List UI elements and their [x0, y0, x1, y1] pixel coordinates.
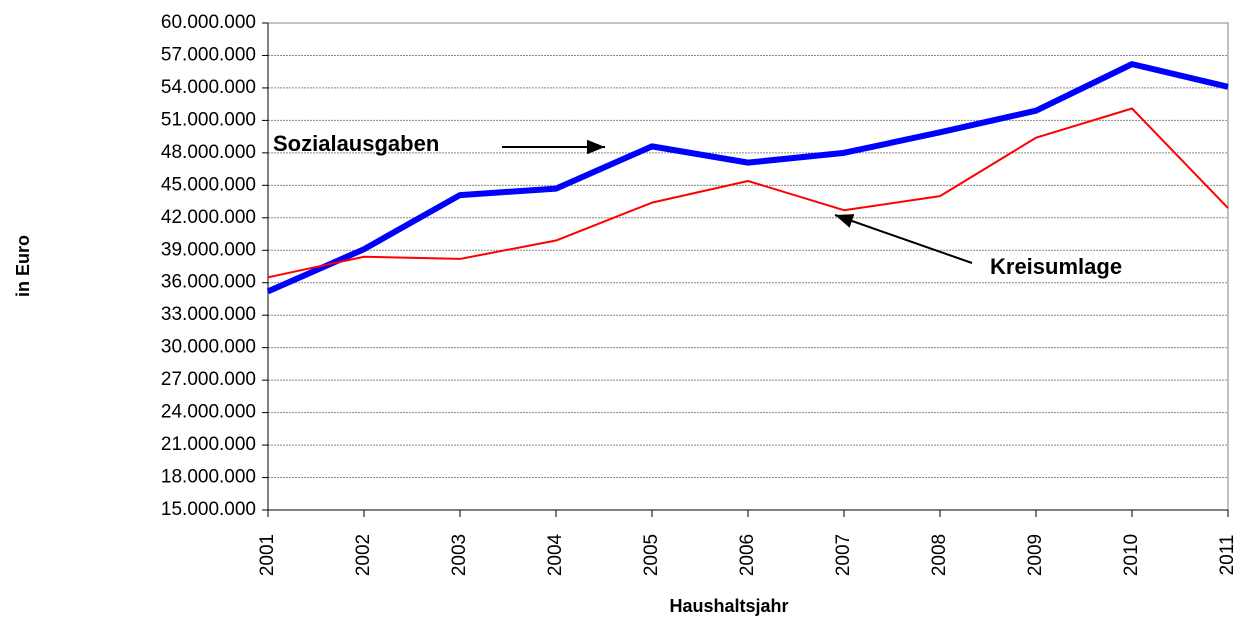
y-tick-label: 60.000.000 — [161, 12, 256, 33]
x-tick-label: 2006 — [737, 534, 758, 576]
x-tick-label: 2007 — [833, 534, 854, 576]
y-tick-label: 21.000.000 — [161, 434, 256, 455]
x-tick-label: 2001 — [257, 534, 278, 576]
y-tick-label: 57.000.000 — [161, 44, 256, 65]
x-tick-label: 2005 — [641, 534, 662, 576]
y-tick-label: 18.000.000 — [161, 467, 256, 488]
y-tick-label: 30.000.000 — [161, 337, 256, 358]
y-tick-label: 45.000.000 — [161, 174, 256, 195]
series-line — [267, 107, 1229, 279]
x-tick-label: 2010 — [1121, 534, 1142, 576]
x-tick-label: 2011 — [1217, 535, 1238, 576]
x-tick-label: 2004 — [545, 533, 566, 576]
y-tick-label: 51.000.000 — [161, 109, 256, 130]
y-tick-label: 39.000.000 — [161, 239, 256, 260]
x-tick-label: 2003 — [449, 534, 470, 576]
y-tick-label: 24.000.000 — [161, 402, 256, 423]
y-tick-label: 36.000.000 — [161, 272, 256, 293]
y-tick-label: 48.000.000 — [161, 142, 256, 163]
y-tick-label: 33.000.000 — [161, 304, 256, 325]
y-tick-label: 54.000.000 — [161, 77, 256, 98]
y-tick-label: 42.000.000 — [161, 207, 256, 228]
series-label: Kreisumlage — [990, 254, 1122, 279]
series-line — [266, 61, 1229, 295]
y-tick-label: 15.000.000 — [161, 499, 256, 520]
annotation-arrow — [834, 214, 973, 264]
y-tick-label: 27.000.000 — [161, 369, 256, 390]
x-tick-label: 2002 — [353, 534, 374, 576]
x-axis-title: Haushaltsjahr — [669, 596, 788, 616]
series-label: Sozialausgaben — [273, 131, 439, 156]
x-tick-label: 2009 — [1025, 534, 1046, 576]
x-tick-label: 2008 — [929, 534, 950, 576]
y-axis-title: in Euro — [13, 235, 33, 297]
